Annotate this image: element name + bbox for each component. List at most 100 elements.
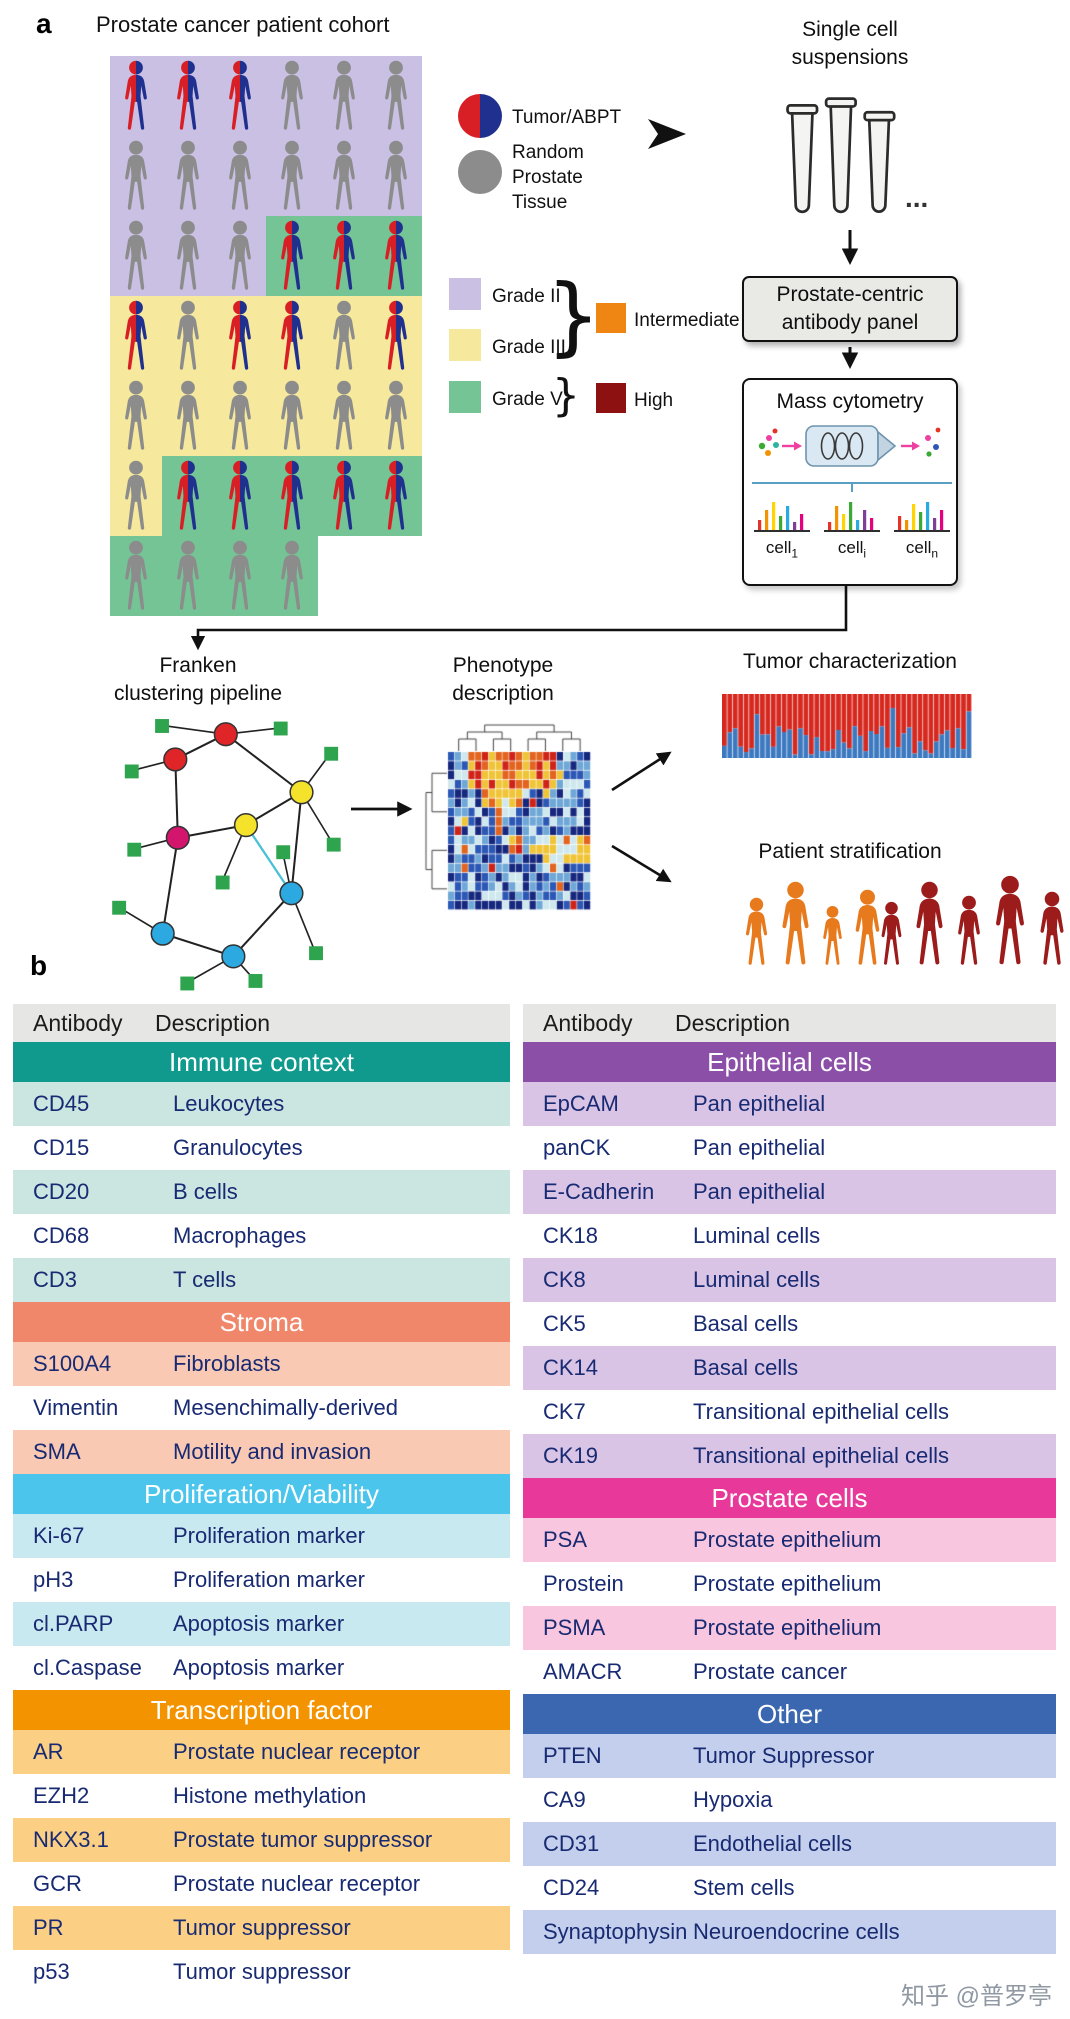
cohort-row	[110, 136, 422, 216]
person-icon	[281, 460, 303, 530]
antibody-cell: Prostein	[543, 1571, 624, 1596]
watermark: 知乎 @普罗亭	[900, 1983, 1052, 2010]
table-row: pH3 Proliferation marker	[13, 1558, 510, 1602]
cohort-title: Prostate cancer patient cohort	[96, 12, 390, 37]
cohort-cell	[110, 376, 162, 456]
antibody-cell: GCR	[33, 1871, 82, 1896]
strat-group	[876, 875, 1070, 972]
description-cell: Neuroendocrine cells	[693, 1919, 900, 1944]
cohort-row	[110, 56, 422, 136]
cluster-node-circle	[163, 747, 188, 772]
description-cell: Prostate cancer	[693, 1659, 848, 1684]
table-row: AR Prostate nuclear receptor	[13, 1730, 510, 1774]
description-cell: Prostate nuclear receptor	[173, 1871, 421, 1896]
high-swatch	[596, 383, 626, 413]
antibody-panel-box: Prostate-centric antibody panel	[742, 276, 958, 342]
person-icon	[333, 60, 355, 130]
panel-to-cytometry-arrow	[841, 347, 859, 369]
mass-cytometry-box: Mass cytometry	[742, 378, 958, 586]
antibody-cell: S100A4	[33, 1351, 112, 1376]
cohort-cell	[214, 456, 266, 536]
high-label: High	[634, 390, 674, 411]
table-row: cl.PARP Apoptosis marker	[13, 1602, 510, 1646]
cohort-row	[110, 296, 422, 376]
cohort-cell	[162, 296, 214, 376]
description-cell: Prostate epithelium	[693, 1527, 882, 1552]
table-row: PR Tumor suppressor	[13, 1906, 510, 1950]
person-icon	[125, 300, 147, 370]
person-icon	[177, 220, 199, 290]
table-row: NKX3.1 Prostate tumor suppressor	[13, 1818, 510, 1862]
cohort-cell	[318, 56, 370, 136]
cohort-cell	[266, 376, 318, 456]
cohort-cell	[266, 456, 318, 536]
grade2-swatch	[449, 278, 481, 310]
description-cell: T cells	[173, 1267, 237, 1292]
cluster-node-square	[273, 721, 288, 736]
cell-histogram	[822, 496, 882, 539]
cohort-cell	[214, 376, 266, 456]
antibody-cell: CK14	[543, 1355, 599, 1380]
cohort-cell	[318, 136, 370, 216]
cohort-cell	[370, 456, 422, 536]
table-row: cl.Caspase Apoptosis marker	[13, 1646, 510, 1690]
tumor-legend-label: Tumor/ABPT	[512, 107, 622, 128]
section-header: Proliferation/Viability	[13, 1474, 510, 1514]
cohort-cell	[318, 376, 370, 456]
cohort-cell	[162, 136, 214, 216]
table-row: CK18 Luminal cells	[523, 1214, 1056, 1258]
table-row: p53 Tumor suppressor	[13, 1950, 510, 1994]
table-row: CD45 Leukocytes	[13, 1082, 510, 1126]
person-icon	[177, 300, 199, 370]
description-cell: Transitional epithelial cells	[693, 1399, 949, 1424]
cell-label: cell1	[765, 538, 799, 561]
table-row: AMACR Prostate cancer	[523, 1650, 1056, 1694]
cluster-node-square	[248, 974, 263, 988]
cohort-cell	[266, 136, 318, 216]
cohort-cell	[110, 56, 162, 136]
cluster-node-square	[180, 976, 195, 991]
antibody-cell: CD20	[33, 1179, 90, 1204]
table-row: EpCAM Pan epithelial	[523, 1082, 1056, 1126]
table-row: CD31 Endothelial cells	[523, 1822, 1056, 1866]
cohort-cell	[162, 56, 214, 136]
antibody-cell: PR	[33, 1915, 64, 1940]
panel-b-label: b	[30, 950, 48, 981]
antibody-cell: CD24	[543, 1875, 600, 1900]
description-cell: Prostate nuclear receptor	[173, 1739, 421, 1764]
flow-arrow-left	[782, 441, 802, 451]
antibody-cell: cl.PARP	[33, 1611, 114, 1636]
cohort-cell	[110, 296, 162, 376]
description-header: Description	[155, 1009, 271, 1036]
person-icon	[823, 905, 842, 965]
cohort-cell	[110, 536, 162, 616]
cohort-cell	[110, 136, 162, 216]
intermediate-label: Intermediate	[634, 310, 740, 331]
person-icon	[281, 140, 303, 210]
antibody-cell: Synaptophysin	[543, 1919, 688, 1944]
cohort-row	[110, 376, 422, 456]
person-icon	[333, 140, 355, 210]
franken-network	[112, 719, 341, 991]
description-cell: Histone methylation	[173, 1783, 367, 1808]
person-icon	[229, 380, 251, 450]
person-icon	[333, 460, 355, 530]
cluster-node-circle	[213, 722, 238, 747]
cluster-node-circle	[279, 881, 304, 906]
cluster-node-circle	[289, 780, 314, 805]
table-row: CD68 Macrophages	[13, 1214, 510, 1258]
antibody-cell: pH3	[33, 1567, 74, 1592]
tumor-legend-swatch	[458, 94, 502, 138]
tubes-to-panel-arrow	[841, 230, 859, 265]
grade5-label: Grade V	[492, 389, 563, 410]
random-legend-swatch	[458, 150, 502, 194]
person-icon	[333, 220, 355, 290]
section-header: Immune context	[13, 1042, 510, 1082]
cytometer-coil	[820, 432, 864, 460]
antibody-cell: E-Cadherin	[543, 1179, 655, 1204]
table-row: PSMA Prostate epithelium	[523, 1606, 1056, 1650]
table-row: Synaptophysin Neuroendocrine cells	[523, 1910, 1056, 1954]
tubes-ellipsis: ...	[905, 182, 929, 213]
table-row: GCR Prostate nuclear receptor	[13, 1862, 510, 1906]
description-cell: Luminal cells	[693, 1223, 821, 1248]
